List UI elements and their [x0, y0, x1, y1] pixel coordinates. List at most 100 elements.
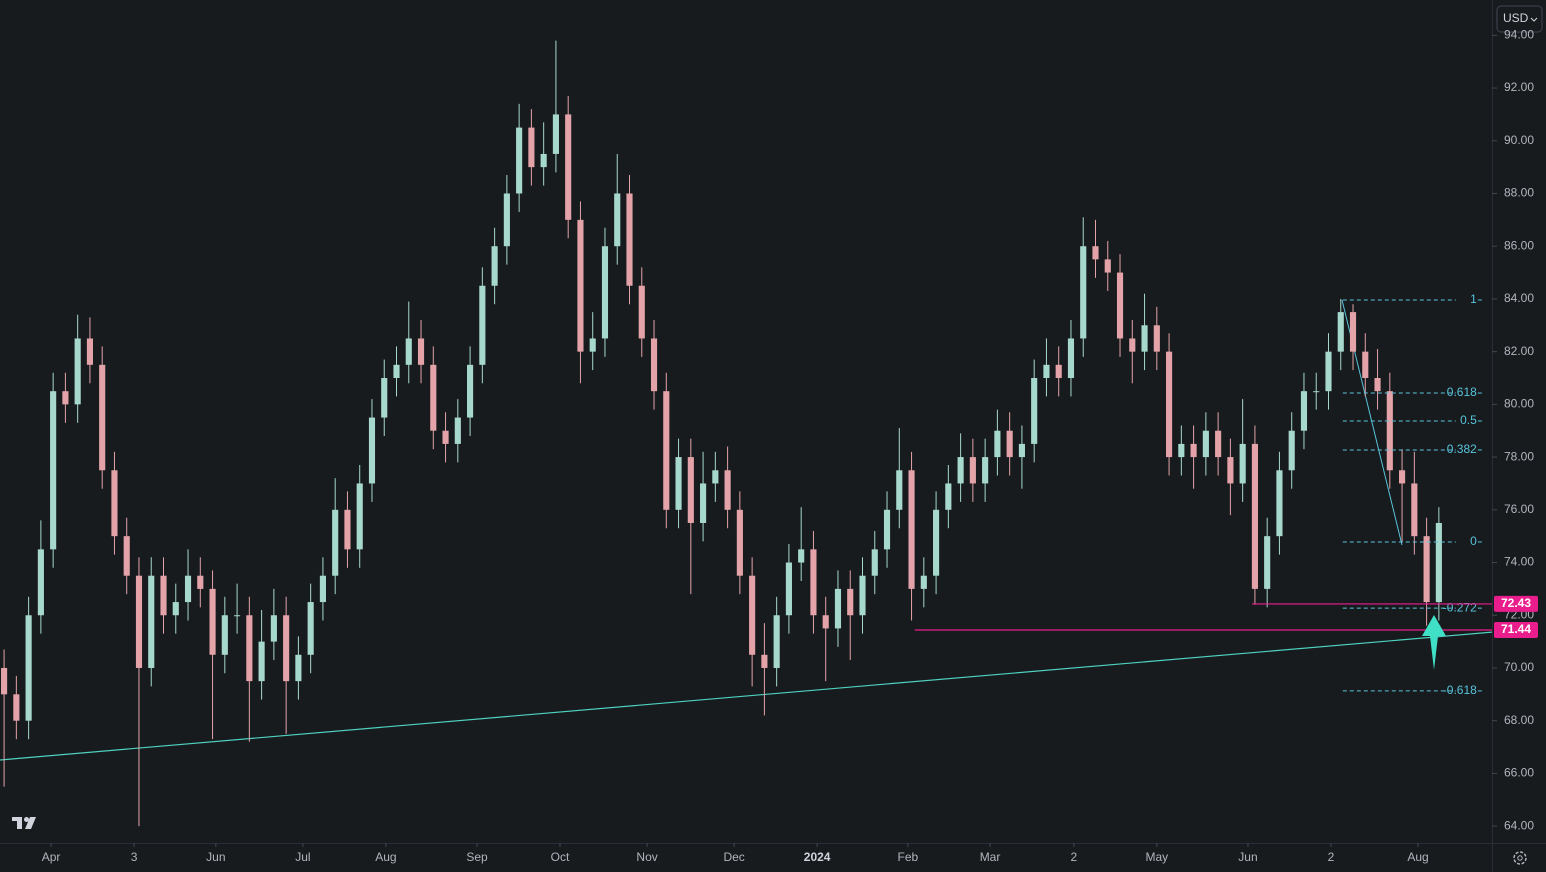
- y-tick-label: 82.00: [1504, 344, 1534, 358]
- candle-body: [270, 615, 277, 642]
- candle-body: [393, 364, 400, 379]
- candle-body: [883, 509, 891, 550]
- candle-body: [859, 575, 866, 616]
- x-tick-label: May: [1145, 850, 1168, 864]
- candle-body: [601, 246, 609, 339]
- candle-body: [969, 457, 976, 484]
- x-tick-label: Aug: [375, 850, 396, 864]
- candle-body: [565, 114, 572, 220]
- price-label: 71.44: [1501, 622, 1531, 636]
- x-tick-label: Oct: [551, 850, 570, 864]
- currency-box[interactable]: [1496, 5, 1543, 33]
- y-tick-label: 80.00: [1504, 397, 1534, 411]
- y-tick-label: 70.00: [1504, 660, 1534, 674]
- fib-label: 0: [1470, 534, 1477, 548]
- candle-body: [1104, 259, 1111, 273]
- candle-body: [86, 338, 93, 365]
- fib-label: 1: [1470, 292, 1477, 306]
- candle-body: [1239, 443, 1246, 484]
- x-tick-label: Jun: [1238, 850, 1257, 864]
- x-tick-label: Mar: [980, 850, 1001, 864]
- candle-body: [356, 483, 363, 550]
- candle-body: [982, 457, 989, 484]
- candle-body: [724, 470, 731, 510]
- candle-body: [25, 615, 32, 721]
- settings-hub[interactable]: [1517, 855, 1523, 861]
- candle-body: [148, 575, 155, 668]
- candle-body: [430, 364, 437, 431]
- candle-body: [761, 654, 768, 668]
- candle-body: [246, 615, 253, 682]
- x-tick-label: Jun: [206, 850, 225, 864]
- logo-shape: [12, 817, 36, 829]
- y-tick-label: 64.00: [1504, 818, 1534, 832]
- x-tick-label: Feb: [898, 850, 919, 864]
- y-tick-label: 90.00: [1504, 133, 1534, 147]
- fib-label: -0.618: [1443, 683, 1477, 697]
- candle-body: [1067, 338, 1075, 379]
- price-label: 72.43: [1501, 596, 1531, 610]
- currency-label[interactable]: USD: [1503, 11, 1529, 25]
- x-tick-label: 2024: [804, 850, 831, 864]
- candle-body: [1362, 351, 1369, 379]
- candle-body: [1153, 325, 1160, 352]
- candle-body: [1080, 246, 1087, 339]
- candle-body: [295, 654, 302, 682]
- y-tick-label: 76.00: [1504, 502, 1534, 516]
- y-tick-label: 86.00: [1504, 238, 1534, 252]
- candle-body: [172, 602, 179, 616]
- candle-body: [479, 285, 486, 365]
- candle-body: [209, 588, 216, 655]
- candle-body: [111, 470, 118, 537]
- candle-body: [1141, 325, 1148, 352]
- candle-body: [994, 430, 1001, 458]
- candle-body: [1043, 364, 1050, 379]
- candle-body: [920, 575, 927, 589]
- candle-body: [589, 338, 596, 352]
- candle-body: [454, 417, 461, 444]
- x-tick-label: Apr: [42, 850, 61, 864]
- candle-body: [1055, 364, 1062, 379]
- candle-body: [1399, 470, 1406, 484]
- candle-body: [99, 364, 106, 471]
- logo-dot: [24, 817, 29, 822]
- candle-body: [1325, 351, 1332, 392]
- candle-body: [74, 338, 81, 405]
- candle-body: [663, 391, 670, 510]
- candle-body: [528, 127, 535, 168]
- settings-button[interactable]: [1513, 851, 1527, 865]
- candle-body: [675, 457, 682, 510]
- candle-body: [1166, 351, 1173, 458]
- candle-body: [896, 470, 903, 510]
- candle-body: [491, 246, 498, 286]
- candle-body: [1264, 536, 1271, 589]
- candle-body: [614, 193, 621, 247]
- candle-body: [773, 615, 780, 668]
- candle-body: [1, 667, 8, 695]
- dropdown-icon[interactable]: [1530, 17, 1538, 22]
- currency-button[interactable]: USD: [1496, 5, 1543, 33]
- fib-label: 0.5: [1460, 413, 1477, 427]
- candle-body: [1300, 391, 1308, 431]
- candle-body: [344, 509, 351, 550]
- logo: [12, 817, 36, 829]
- candle-body: [37, 549, 44, 616]
- candle-body: [626, 193, 633, 286]
- candle-body: [1251, 443, 1258, 589]
- candle-body: [442, 430, 449, 444]
- settings-gear[interactable]: [1513, 851, 1527, 865]
- candle-body: [13, 694, 20, 721]
- candle-body: [368, 417, 376, 484]
- candle-body: [221, 615, 228, 655]
- candle-body: [1227, 457, 1234, 484]
- candle-body: [540, 153, 547, 168]
- candle-body: [467, 364, 474, 418]
- candle-body: [798, 549, 805, 563]
- arrow: [1422, 615, 1446, 670]
- candle-body: [417, 338, 425, 365]
- x-tick-label: Nov: [636, 850, 657, 864]
- candle-body: [908, 470, 915, 589]
- candle-body: [638, 285, 645, 339]
